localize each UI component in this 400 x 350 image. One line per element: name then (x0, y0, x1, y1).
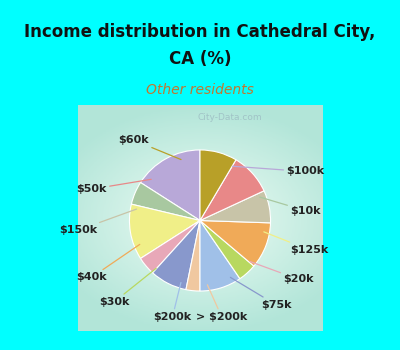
Text: $125k: $125k (264, 232, 328, 255)
Text: City-Data.com: City-Data.com (197, 113, 262, 122)
Text: $75k: $75k (230, 277, 291, 310)
Wedge shape (200, 191, 270, 223)
Text: $100k: $100k (233, 166, 324, 176)
Wedge shape (200, 220, 270, 266)
Wedge shape (200, 150, 236, 220)
Text: $40k: $40k (76, 244, 140, 282)
Text: $150k: $150k (59, 209, 136, 235)
Text: $10k: $10k (260, 197, 321, 216)
Wedge shape (200, 160, 264, 220)
Text: Other residents: Other residents (146, 83, 254, 97)
Text: $60k: $60k (118, 135, 181, 160)
Wedge shape (131, 183, 200, 220)
Text: $20k: $20k (250, 261, 314, 284)
Text: CA (%): CA (%) (169, 50, 231, 68)
Wedge shape (140, 150, 200, 220)
Text: > $200k: > $200k (196, 285, 247, 322)
Text: $50k: $50k (76, 179, 151, 194)
Wedge shape (200, 220, 240, 291)
Wedge shape (140, 220, 200, 273)
Wedge shape (186, 220, 200, 291)
Wedge shape (153, 220, 200, 290)
Text: $200k: $200k (154, 282, 192, 322)
Wedge shape (200, 220, 254, 279)
Text: $30k: $30k (99, 268, 156, 307)
Text: Income distribution in Cathedral City,: Income distribution in Cathedral City, (24, 23, 376, 41)
Wedge shape (130, 204, 200, 258)
